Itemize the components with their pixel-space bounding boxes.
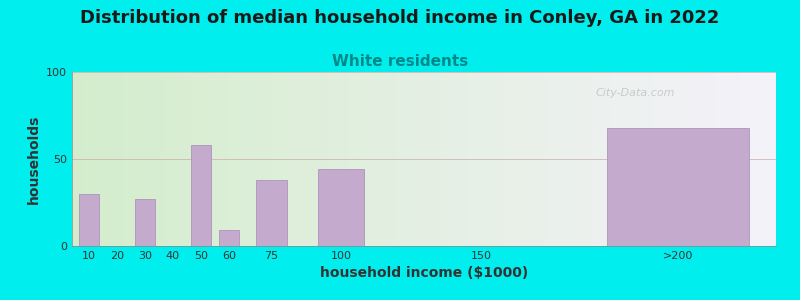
Bar (218, 230, 239, 246)
Bar (190, 145, 211, 246)
Bar (256, 180, 286, 246)
Text: City-Data.com: City-Data.com (595, 88, 675, 98)
Bar (607, 128, 749, 246)
Y-axis label: households: households (26, 114, 41, 204)
Bar (78, 194, 99, 246)
Text: Distribution of median household income in Conley, GA in 2022: Distribution of median household income … (80, 9, 720, 27)
X-axis label: household income ($1000): household income ($1000) (320, 266, 528, 280)
Bar (318, 169, 365, 246)
Bar (134, 199, 155, 246)
Text: White residents: White residents (332, 54, 468, 69)
